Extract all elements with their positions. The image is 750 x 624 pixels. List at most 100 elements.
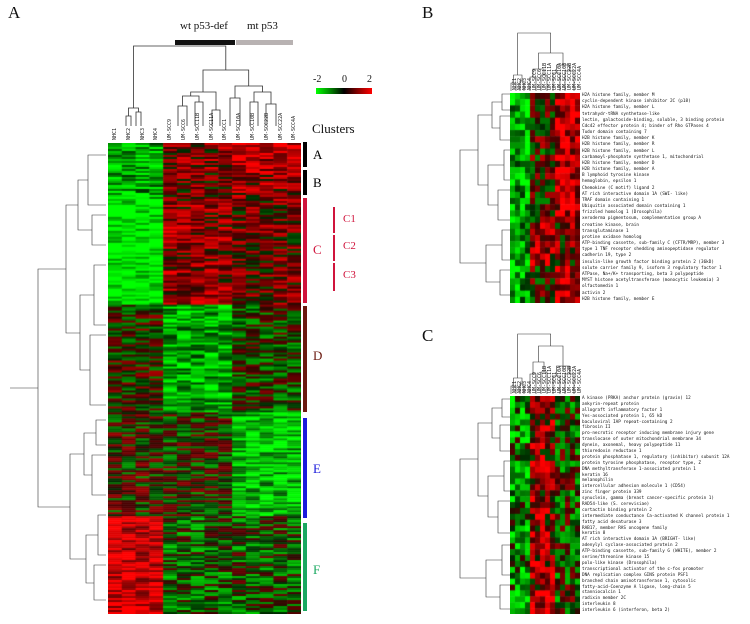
cluster-e-bar: [303, 418, 307, 518]
panel_b-gene-label: B lymphoid tyrosine kinase: [582, 173, 650, 179]
panel_b-gene-label: Chemokine (C motif) ligand 2: [582, 185, 655, 191]
panel_a-sample-label: NHC4: [153, 127, 160, 140]
panel-b-heatmap: [510, 93, 580, 303]
panel_c-gene-label: intermediate conductance Ca-activated K …: [582, 513, 730, 519]
subcluster-c1-bar: [333, 207, 335, 233]
cluster-c-label: C: [313, 242, 322, 257]
wt-group-bar: [175, 40, 235, 45]
cluster-f-bar: [303, 523, 307, 611]
panel_b-gene-label: H2B histone family, member K: [582, 136, 655, 142]
panel_a-sample-label: UM-SCC10A: [236, 112, 243, 140]
panel_c-gene-label: translocase of outer mitochondrial membr…: [582, 437, 701, 443]
panel_b-gene-label: insulin-like growth factor binding prote…: [582, 259, 714, 265]
panel_c-gene-label: RAB17, member RAS oncogene family: [582, 525, 668, 531]
panel_c-gene-label: fibrosin II: [582, 425, 611, 431]
panel_b-gene-label: activin 2: [582, 290, 606, 296]
color-key-min: -2: [313, 74, 322, 85]
color-key-max: 2: [367, 74, 372, 85]
panel_c-gene-label: baculoviral IAP repeat-containing 2: [582, 419, 673, 425]
panel_c-gene-label: A kinase (PRKA) anchor protein (gravin) …: [582, 396, 691, 401]
panel-c-column-dendrogram: [510, 333, 575, 394]
cluster-a-bar: [303, 142, 307, 167]
cluster-d-label: D: [313, 348, 323, 363]
panel-a-heatmap: [108, 143, 301, 614]
cluster-e-label: E: [313, 461, 321, 476]
panel_c-gene-label: fatty-acid-Coenzyme A ligase, long-chain…: [582, 584, 691, 590]
panel_a-sample-label: NHC3: [139, 127, 146, 140]
panel_c-gene-label: polo-like kinase (Drosophila): [582, 560, 658, 566]
panel_a-sample-label: UM-SCC4A: [291, 115, 298, 140]
panel_b-gene-label: H2B histone family, member R: [582, 142, 655, 148]
panel_a-sample-label: UM-SCC10B: [249, 112, 256, 140]
panel_c-gene-label: serine/threonine kinase 15: [582, 555, 650, 561]
panel_c-gene-label: pro-necrotic receptor inducing membrane …: [582, 431, 714, 437]
panel-a-letter: A: [8, 3, 21, 22]
panel_c-gene-label: thioredoxin reductase 1: [582, 449, 642, 455]
panel_c-gene-label: AT rich interactive domain 3A (BRIGHT- l…: [582, 537, 696, 543]
panel_b-gene-label: AT rich interactive domain 1A (SWI- like…: [582, 191, 689, 197]
panel_b-gene-label: tetrahydr-tRNA synthetase-like: [582, 111, 660, 117]
panel_c-gene-label: allograft inflammatory factor 1: [582, 407, 663, 413]
panel_b-gene-label: hemoglobin, epsilon 1: [582, 179, 637, 185]
panel_b-gene-label: MYST histone acetyltransferase (monocyti…: [582, 278, 720, 284]
panel_a-sample-label: UM-SCC1: [222, 118, 229, 140]
panel_c-gene-label: branched chain aminotransferase 1, cytos…: [582, 578, 696, 584]
panel_c-gene-label: dynein, axonemal, heavy polypeptide 11: [582, 443, 681, 449]
panel-c-row-dendrogram: [459, 398, 510, 610]
panel_b-gene-label: creatine kinase, brain: [582, 222, 639, 228]
panel-a-column-dendrogram: [125, 45, 277, 126]
panel_c-gene-label: interleukin 6 (interferon, beta 2): [582, 608, 670, 614]
color-key-mid: 0: [342, 74, 347, 85]
panel_c-gene-label: protein phosphatase 1, regulatory (inhib…: [582, 454, 730, 460]
cluster-f-label: F: [313, 562, 321, 577]
panel-b-column-dendrogram: [510, 32, 575, 91]
subcluster-c3-bar: [333, 263, 335, 291]
panel_b-gene-label: solute carrier family 9, isoform 3 regul…: [582, 265, 722, 271]
panel_a-sample-label: UM-SCC22B: [263, 112, 270, 140]
panel_c-gene-label: ATP-binding cassette, sub-family G (WHIT…: [582, 549, 717, 555]
panel_b-gene-label: cadherin 19, type 2: [582, 253, 632, 259]
panel_b-gene-label: transglutaminase 1: [582, 228, 629, 234]
panel_c-gene-label: intercellular adhesion molecule 1 (CD54): [582, 484, 686, 490]
panel_b-sample-label: UM-SCC4A: [576, 65, 583, 90]
panel_c-gene-label: Yes-associated protein 1, 65 kD: [582, 413, 663, 419]
subcluster-c3-label: C3: [343, 269, 356, 281]
panel_c-gene-label: DNA replication complex GINS protein PSF…: [582, 572, 689, 578]
panel_c-gene-label: keratin 16: [582, 472, 608, 478]
panel_b-gene-label: olfactomedin 1: [582, 284, 619, 290]
panel_b-gene-label: carbamoyl-phosphate synthetase 1, mitoch…: [582, 154, 704, 160]
panel_a-sample-label: UM-SCC6: [181, 118, 188, 140]
panel_c-gene-label: zinc finger protein 339: [582, 490, 642, 496]
panel_c-gene-label: fatty acid desaturase 3: [582, 519, 642, 525]
panel_b-gene-label: H2A histone family, member M: [582, 93, 655, 98]
wt-group-label: wt p53-def: [180, 20, 228, 32]
cluster-d-bar: [303, 306, 307, 412]
panel_b-gene-label: Ubiquitin associated domain containing 1: [582, 204, 686, 210]
panel_b-gene-label: type 1 TNF receptor shedding aminopeptid…: [582, 247, 720, 253]
mt-group-label: mt p53: [247, 20, 278, 32]
cluster-a-label: A: [313, 147, 323, 162]
panel_a-sample-label: UM-SCC9: [167, 118, 174, 140]
subcluster-c1-label: C1: [343, 213, 356, 225]
panel_b-gene-label: protine oxidase homolog: [582, 234, 642, 240]
panel_a-sample-label: UM-SCC11B: [194, 112, 201, 140]
panel-c-gene-list: A kinase (PRKA) anchor protein (gravin) …: [582, 396, 729, 614]
panel_b-gene-label: lectin, galactoside-binding, soluble, 3 …: [582, 117, 725, 123]
panel_b-gene-label: H2B histone family, member L: [582, 148, 655, 154]
subcluster-c2-bar: [333, 235, 335, 261]
panel_b-gene-label: ATPase, Na+/K+ transporting, beta 3 poly…: [582, 271, 704, 277]
panel_c-gene-label: melanophilin: [582, 478, 614, 484]
panel_b-gene-label: H2B histone family, member A: [582, 167, 655, 173]
panel_b-gene-label: ATP-binding cassette, sub-family C (CFTR…: [582, 241, 725, 247]
panel_c-gene-label: ankyrin-repeat protein: [582, 401, 639, 407]
panel_b-gene-label: H2A histone family, member L: [582, 105, 655, 111]
mt-group-bar: [236, 40, 293, 45]
panel_a-sample-label: NHC1: [112, 127, 119, 140]
panel_c-gene-label: RAD54-like (S. cerevisiae): [582, 502, 650, 508]
cluster-c-bar: [303, 198, 307, 303]
panel_c-gene-label: synuclein, gamma (breast cancer-specific…: [582, 496, 714, 502]
panel_b-gene-label: frizzled homolog 1 (Drosophila): [582, 210, 663, 216]
cluster-b-label: B: [313, 175, 322, 190]
panel-b-letter: B: [422, 3, 434, 22]
